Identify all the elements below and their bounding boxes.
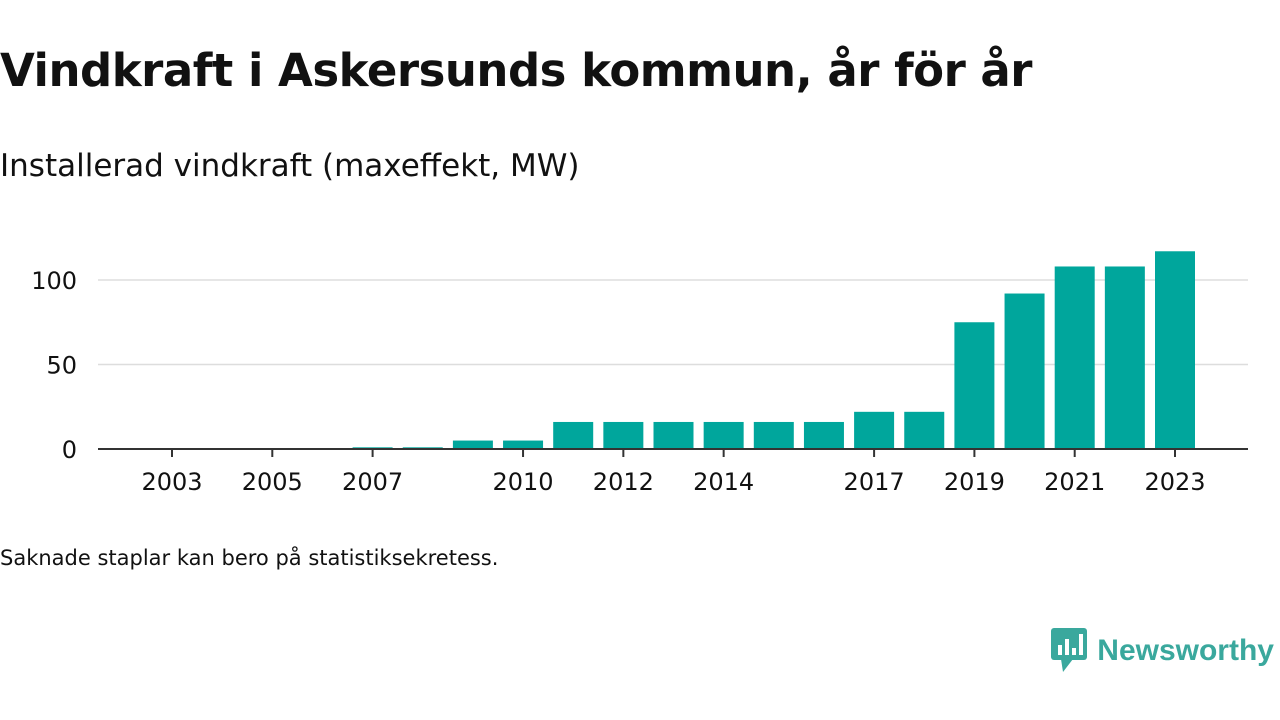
- x-tick-label: 2010: [493, 468, 554, 496]
- bar-2020: [1004, 293, 1045, 449]
- bar-2016: [803, 421, 844, 449]
- x-tick-label: 2012: [593, 468, 654, 496]
- bar-2021: [1054, 266, 1095, 449]
- bar-2022: [1104, 266, 1145, 449]
- chart-title: Vindkraft i Askersunds kommun, år för år: [0, 44, 1033, 97]
- bar-2012: [603, 421, 644, 449]
- x-tick-label: 2019: [944, 468, 1005, 496]
- bar-2017: [854, 411, 895, 449]
- bar-2011: [553, 421, 594, 449]
- y-axis-ticks: 0 50 100: [31, 267, 77, 464]
- brand-name: Newsworthy: [1097, 634, 1274, 667]
- y-tick-label: 100: [31, 267, 77, 295]
- y-tick-label: 0: [62, 436, 77, 464]
- bar-2023: [1155, 251, 1195, 449]
- bars: [352, 251, 1195, 449]
- bar-2014: [703, 421, 744, 449]
- bar-2010: [503, 440, 544, 449]
- x-tick-label: 2017: [844, 468, 905, 496]
- x-tick-label: 2021: [1044, 468, 1105, 496]
- footnote: Saknade staplar kan bero på statistiksek…: [0, 546, 499, 570]
- x-tick-label: 2007: [342, 468, 403, 496]
- y-tick-label: 50: [46, 352, 77, 380]
- x-tick-label: 2014: [693, 468, 754, 496]
- bar-2019: [954, 322, 995, 449]
- brand-logo: Newsworthy: [1051, 628, 1274, 674]
- bar-2018: [904, 411, 945, 449]
- x-tick-label: 2005: [242, 468, 303, 496]
- bar-2013: [653, 421, 694, 449]
- x-tick-label: 2023: [1144, 468, 1205, 496]
- chart-subtitle: Installerad vindkraft (maxeffekt, MW): [0, 148, 580, 184]
- x-axis-ticks: 2003 2005 2007 2010 2012 2014 2017 2019 2021 2023: [141, 449, 1206, 496]
- bar-2015: [753, 421, 794, 449]
- x-tick-label: 2003: [141, 468, 202, 496]
- newsworthy-logo-icon: [1051, 628, 1088, 672]
- bar-2009: [452, 440, 493, 449]
